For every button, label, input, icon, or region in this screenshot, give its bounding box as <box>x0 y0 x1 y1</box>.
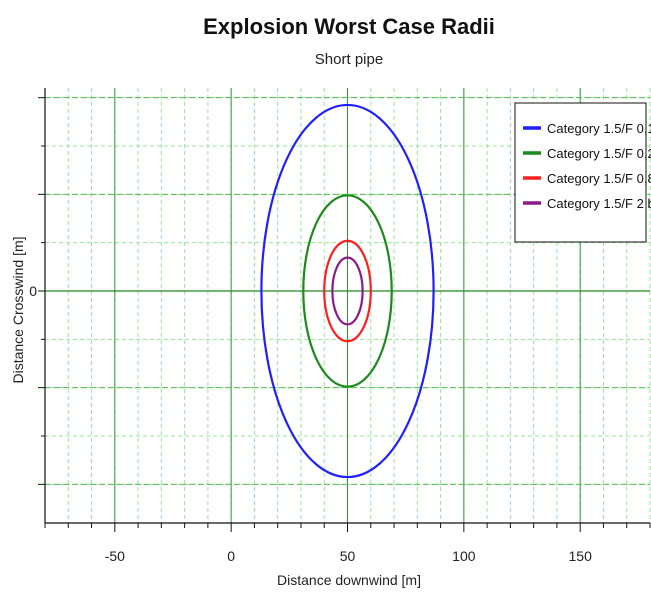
series-contour-2 <box>302 194 393 388</box>
legend-label-1: Category 1.5/F 0,1 bar <box>547 121 651 136</box>
legend-label-3: Category 1.5/F 0,8 bar <box>547 171 651 186</box>
y-tick-label: 0 <box>29 283 37 299</box>
x-tick-label: 0 <box>227 548 235 564</box>
series-contour-1 <box>260 103 435 479</box>
tick-layer: -50 0 50 100 150 0 <box>29 283 592 564</box>
legend-label-2: Category 1.5/F 0,25 bar <box>547 146 651 161</box>
chart-title: Explosion Worst Case Radii <box>203 14 495 39</box>
axis-layer <box>38 88 651 532</box>
chart-subtitle: Short pipe <box>315 51 383 68</box>
x-tick-label: -50 <box>105 548 125 564</box>
series-contour-4 <box>331 256 364 326</box>
legend-box <box>514 102 647 243</box>
x-tick-label: 50 <box>340 548 356 564</box>
y-axis-label: Distance Crosswind [m] <box>10 236 26 383</box>
legend: Category 1.5/F 0,1 bar Category 1.5/F 0,2… <box>514 102 651 243</box>
x-tick-label: 150 <box>569 548 593 564</box>
series-contour-3 <box>323 239 372 343</box>
x-axis-label: Distance downwind [m] <box>277 572 421 588</box>
legend-label-4: Category 1.5/F 2 bar <box>547 196 651 211</box>
series-layer <box>260 103 435 479</box>
x-tick-label: 100 <box>452 548 476 564</box>
